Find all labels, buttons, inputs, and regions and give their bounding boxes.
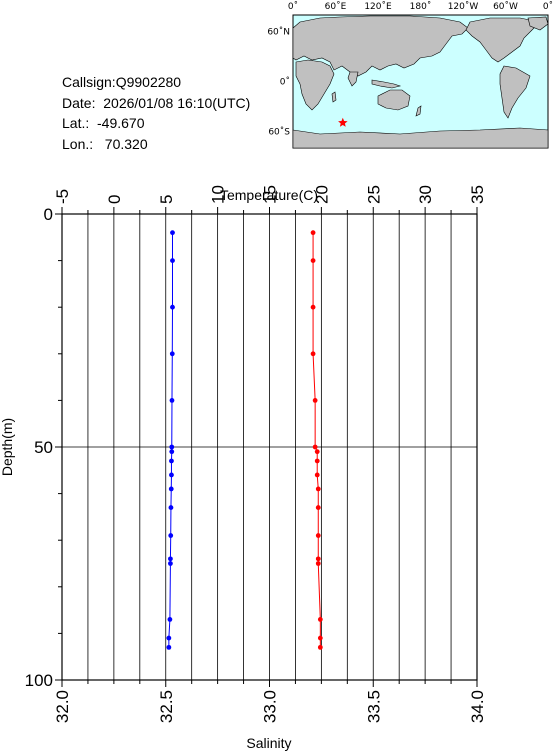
- temperature-data-point: [166, 644, 172, 650]
- depth-axis-ticks: 0 50 100: [25, 205, 62, 690]
- temperature-axis-ticks: -5 0 5 10 15 20 25 30 35: [53, 185, 487, 214]
- temperature-tick-label: 25: [364, 185, 383, 204]
- temperature-data-point: [169, 472, 174, 478]
- latitude-text: Lat.: -49.670: [62, 115, 145, 131]
- depth-tick-label: 50: [34, 438, 53, 457]
- map-longitude-label: 0˚: [543, 1, 553, 12]
- map-longitude-label: 60˚W: [493, 1, 518, 12]
- temperature-tick-label: 15: [261, 185, 280, 204]
- temperature-tick-label: 0: [105, 195, 124, 204]
- land-new-zealand: [415, 105, 422, 117]
- plot-frame: [61, 213, 478, 681]
- temperature-data-point: [168, 505, 174, 510]
- temperature-data-point: [170, 304, 175, 310]
- depth-axis-label: Depth(m): [0, 418, 15, 476]
- temperature-data-point: [169, 351, 175, 357]
- land-south-america: [499, 65, 531, 119]
- salinity-tick-label: 34.0: [468, 690, 487, 723]
- salinity-data-point: [314, 449, 320, 455]
- salinity-data-point: [314, 472, 320, 478]
- land-eurasia: [292, 15, 469, 77]
- salinity-data-point: [310, 304, 316, 310]
- temperature-tick-label: 20: [312, 185, 331, 204]
- date-text: Date: 2026/01/08 16:10(UTC): [62, 94, 251, 111]
- salinity-axis-ticks: 32.0 32.5 33.0 33.5 34.0: [53, 680, 487, 723]
- temperature-tick-label: 10: [209, 185, 228, 204]
- map-latitude-label: 60˚N: [267, 27, 290, 38]
- salinity-axis-label: Salinity: [246, 735, 291, 751]
- map-longitude-label: 120˚W: [448, 1, 479, 12]
- salinity-data-point: [312, 398, 318, 403]
- longitude-text: Lon.: 70.320: [62, 135, 148, 152]
- salinity-tick-label: 32.0: [53, 690, 72, 723]
- salinity-data-point: [317, 644, 323, 650]
- salinity-data-point: [310, 230, 316, 236]
- land-africa: [295, 59, 335, 111]
- salinity-data-point: [317, 635, 323, 641]
- chart-series: [166, 230, 323, 650]
- land-antarctica: [292, 127, 549, 149]
- temperature-data-point: [167, 617, 173, 622]
- temperature-data-point: [168, 561, 173, 566]
- depth-tick-label: 0: [44, 205, 53, 224]
- land-madagascar: [331, 91, 337, 103]
- map-longitude-label: 0˚: [288, 1, 298, 12]
- salinity-profile-line: [312, 232, 321, 648]
- temperature-data-point: [169, 444, 175, 450]
- map-longitude-label: 60˚E: [325, 1, 347, 12]
- salinity-tick-label: 33.5: [364, 690, 383, 723]
- station-info: Callsign:Q9902280 Date: 2026/01/08 16:10…: [62, 72, 250, 154]
- temperature-data-point: [169, 398, 175, 403]
- land-australia: [377, 89, 411, 111]
- land-india: [347, 71, 359, 87]
- salinity-data-point: [314, 458, 320, 464]
- temperature-data-point: [166, 635, 172, 641]
- callsign-text: Callsign:Q9902280: [62, 74, 182, 90]
- salinity-data-point: [315, 486, 321, 492]
- temperature-tick-label: 5: [157, 195, 176, 204]
- land-greenland: [527, 16, 549, 31]
- temperature-tick-label: -5: [53, 189, 72, 204]
- map-longitude-label: 180˚: [410, 1, 432, 12]
- salinity-tick-label: 32.5: [157, 690, 176, 723]
- temperature-tick-label: 30: [416, 185, 435, 204]
- salinity-data-point: [310, 258, 316, 263]
- land-indonesia: [371, 79, 402, 89]
- salinity-tick-label: 33.0: [261, 690, 280, 723]
- temperature-data-point: [168, 533, 174, 538]
- salinity-data-point: [312, 444, 318, 450]
- temperature-data-point: [169, 458, 174, 464]
- salinity-data-point: [310, 351, 316, 357]
- salinity-data-point: [315, 533, 321, 538]
- temperature-data-point: [170, 230, 175, 236]
- salinity-data-point: [317, 617, 323, 622]
- salinity-data-point: [315, 505, 321, 510]
- temperature-data-point: [168, 486, 174, 492]
- map-land: [292, 15, 549, 149]
- map-latitude-label: 0˚: [280, 77, 290, 88]
- temperature-data-point: [168, 556, 173, 562]
- temperature-tick-label: 35: [468, 185, 487, 204]
- salinity-data-point: [315, 556, 321, 562]
- chart-grid: [62, 214, 477, 680]
- temperature-profile-line: [168, 232, 173, 648]
- temperature-axis-label: Temperature(C): [220, 187, 318, 203]
- map-latitude-label: 60˚S: [268, 126, 290, 137]
- temperature-data-point: [169, 449, 175, 455]
- map-longitude-label: 120˚E: [364, 1, 392, 12]
- depth-tick-label: 100: [25, 671, 53, 690]
- temperature-data-point: [170, 258, 175, 263]
- salinity-data-point: [315, 561, 321, 566]
- station-marker-icon: [338, 117, 348, 127]
